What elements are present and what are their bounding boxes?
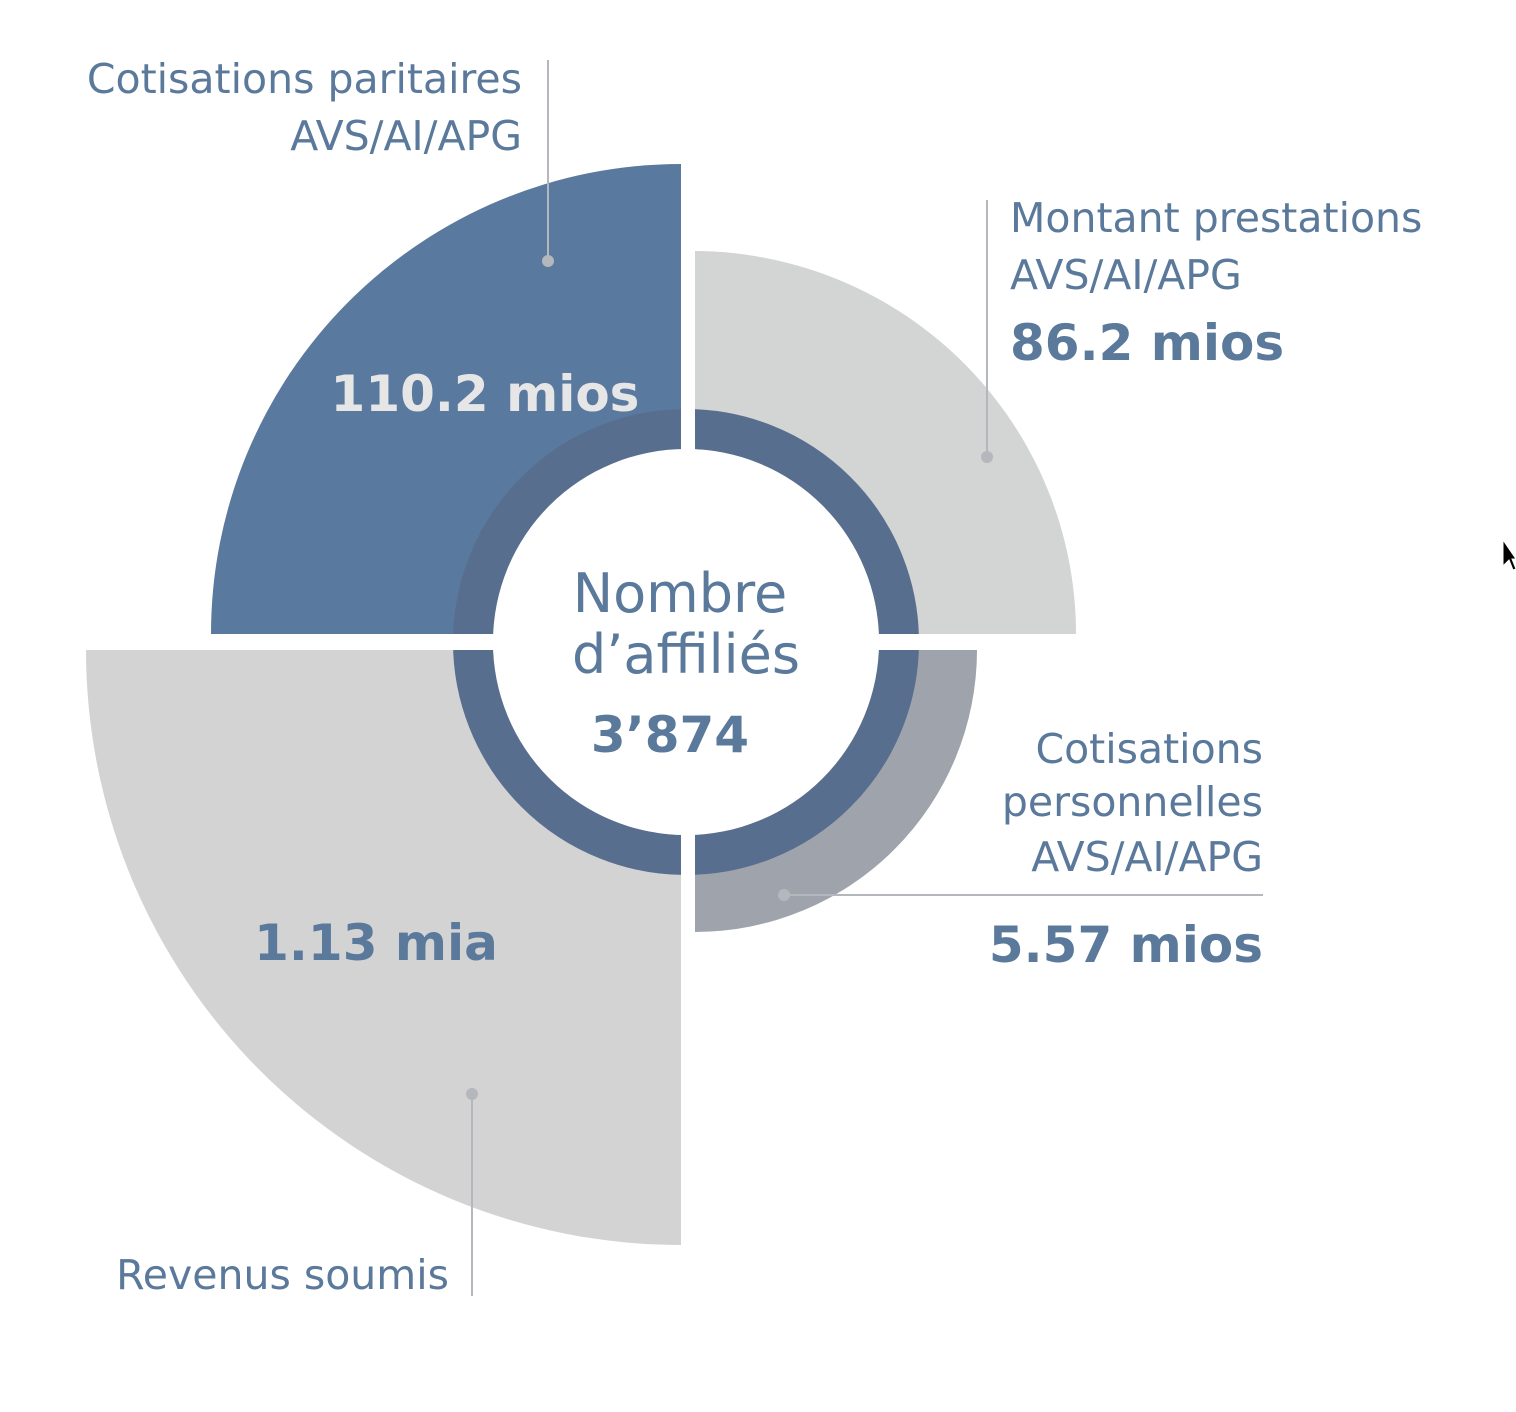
center-value: 3’874 xyxy=(591,706,749,764)
label-cotisations-paritaires-line1: Cotisations paritaires xyxy=(87,55,522,103)
label-cotisations-personnelles-line3: AVS/AI/APG xyxy=(1031,833,1263,881)
value-cotisations-paritaires: 110.2 mios xyxy=(331,365,640,423)
value-montant-prestations: 86.2 mios xyxy=(1010,314,1284,372)
mouse-cursor-icon xyxy=(1502,538,1516,571)
leader-dot-cotisations-personnelles xyxy=(778,889,790,901)
leader-dot-revenus-soumis xyxy=(466,1088,478,1100)
value-revenus-soumis: 1.13 mia xyxy=(254,914,498,972)
label-cotisations-personnelles-line2: personnelles xyxy=(1002,778,1263,826)
divider-horizontal xyxy=(70,634,1090,650)
label-cotisations-paritaires-line2: AVS/AI/APG xyxy=(290,112,522,160)
center-title-line2: d’affiliés xyxy=(572,623,800,686)
center-title-line1: Nombre xyxy=(573,562,788,625)
label-revenus-soumis: Revenus soumis xyxy=(116,1251,449,1299)
divider-vertical xyxy=(681,150,695,1260)
label-montant-prestations-line1: Montant prestations xyxy=(1010,194,1422,242)
value-cotisations-personnelles: 5.57 mios xyxy=(989,916,1263,974)
label-montant-prestations-line2: AVS/AI/APG xyxy=(1010,251,1242,299)
label-cotisations-personnelles-line1: Cotisations xyxy=(1035,725,1263,773)
leader-dot-cotisations-paritaires xyxy=(542,255,554,267)
leader-dot-montant-prestations xyxy=(981,451,993,463)
